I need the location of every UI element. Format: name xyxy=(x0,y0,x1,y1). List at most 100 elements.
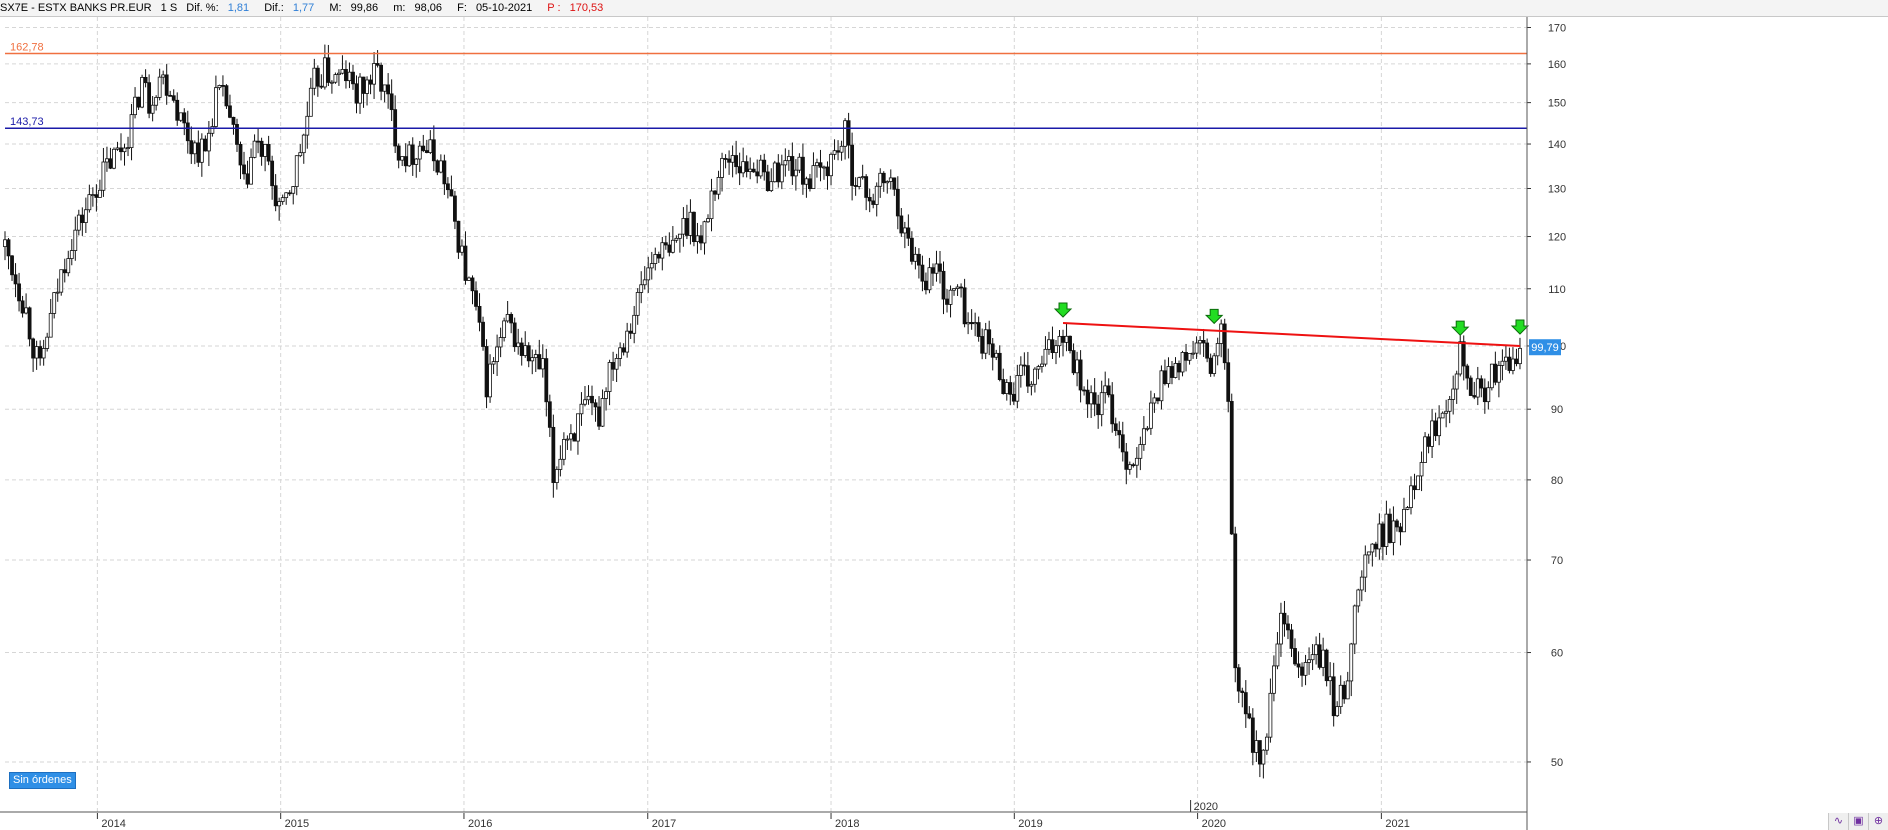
candle-body xyxy=(1001,379,1006,395)
candle-body xyxy=(329,81,334,84)
dif-pct-label: Dif. %: xyxy=(186,2,219,14)
candle-body xyxy=(1511,358,1515,371)
x-tick-label: 2021 xyxy=(1385,818,1409,830)
candle-body xyxy=(730,155,735,163)
candle-body xyxy=(952,288,956,291)
candle-body xyxy=(948,289,953,305)
candle-body xyxy=(860,176,865,179)
candle-body xyxy=(857,177,862,187)
candle-body xyxy=(1011,393,1016,402)
candle-body xyxy=(713,190,717,195)
candle-body xyxy=(635,292,640,316)
candle-body xyxy=(315,67,320,87)
candle-body xyxy=(389,93,394,111)
candle-body xyxy=(10,255,14,276)
candle-body xyxy=(217,85,222,89)
candle-body xyxy=(1208,357,1213,374)
price-value: 170,53 xyxy=(569,2,604,14)
candle-body xyxy=(1194,342,1199,354)
candle-body xyxy=(576,413,580,442)
candle-body xyxy=(758,159,763,177)
candle-body xyxy=(185,122,190,142)
candle-body xyxy=(938,263,942,272)
candle-body xyxy=(600,398,605,427)
candle-body xyxy=(1433,420,1438,437)
candle-body xyxy=(386,84,391,95)
save-icon[interactable]: ▣ xyxy=(1848,813,1868,830)
candle-body xyxy=(649,263,654,269)
candle-body xyxy=(924,280,928,291)
candle-body xyxy=(1430,420,1434,447)
candle-body xyxy=(1402,508,1406,533)
candle-body xyxy=(73,229,78,251)
candle-body xyxy=(639,284,644,293)
candle-body xyxy=(832,150,837,155)
candle-body xyxy=(660,242,665,259)
signal-markers xyxy=(1053,302,1530,336)
chart-header: SX7E - ESTX BANKS PR.EUR 1 S Dif. %: 1,8… xyxy=(0,0,1888,17)
candle-body xyxy=(287,192,292,195)
candle-body xyxy=(171,95,176,101)
candle-body xyxy=(554,469,559,483)
candle-body xyxy=(980,336,985,354)
candle-body xyxy=(1279,612,1283,645)
candle-body xyxy=(881,172,886,184)
candle-body xyxy=(1145,427,1150,430)
candle-body xyxy=(375,63,380,66)
level-label: 162,78 xyxy=(10,42,44,54)
candle-body xyxy=(1071,350,1076,374)
candle-body xyxy=(192,142,197,155)
candle-body xyxy=(417,145,422,160)
horizontal-levels[interactable]: 162,78 143,73 xyxy=(5,42,1527,129)
candle-body xyxy=(1025,365,1030,387)
candle-body xyxy=(308,87,313,117)
candle-body xyxy=(1314,644,1318,656)
candle-body xyxy=(1335,706,1340,717)
y-tick-label: 70 xyxy=(1551,555,1563,567)
candle-body xyxy=(1240,690,1245,693)
candle-body xyxy=(101,161,106,191)
candle-body xyxy=(453,195,457,222)
candle-body xyxy=(235,124,239,145)
candle-body xyxy=(24,307,28,314)
candle-body xyxy=(488,363,492,398)
candle-body xyxy=(699,235,703,244)
candle-body xyxy=(695,235,700,243)
bottom-toolbar: ∿ ▣ ⊕ xyxy=(1828,813,1888,830)
candle-body xyxy=(737,166,742,174)
candle-body xyxy=(934,263,939,274)
candle-body xyxy=(685,218,689,236)
candle-body xyxy=(1205,342,1210,359)
candle-body xyxy=(1514,358,1519,365)
candle-body xyxy=(909,237,914,262)
candle-body xyxy=(1475,378,1480,398)
x-tick-label: 2016 xyxy=(468,818,492,830)
candle-body xyxy=(540,358,545,370)
candle-body xyxy=(495,346,500,363)
candle-body xyxy=(1036,366,1041,370)
candle-body xyxy=(1233,533,1238,669)
candle-body xyxy=(765,171,770,192)
candle-body xyxy=(850,144,855,186)
candle-body xyxy=(1131,464,1136,467)
x-tick-label: 2020 xyxy=(1202,818,1226,830)
candle-body xyxy=(769,181,774,192)
candle-body xyxy=(1338,684,1343,708)
candle-body xyxy=(836,150,840,153)
candle-body xyxy=(1398,526,1403,533)
candle-body xyxy=(906,227,911,239)
candle-body xyxy=(614,358,619,370)
candle-body xyxy=(20,300,25,314)
candle-body xyxy=(1504,356,1508,362)
level-label: 143,73 xyxy=(10,116,44,128)
wave-icon[interactable]: ∿ xyxy=(1828,813,1848,830)
candle-body xyxy=(1219,323,1224,344)
candle-body xyxy=(776,162,781,183)
y-tick-label: 60 xyxy=(1551,648,1563,660)
candle-body xyxy=(772,162,777,183)
candle-body xyxy=(931,267,935,274)
resistance-trendline[interactable] xyxy=(1062,321,1521,347)
pin-icon[interactable]: ⊕ xyxy=(1868,813,1888,830)
candle-body xyxy=(1373,543,1378,550)
